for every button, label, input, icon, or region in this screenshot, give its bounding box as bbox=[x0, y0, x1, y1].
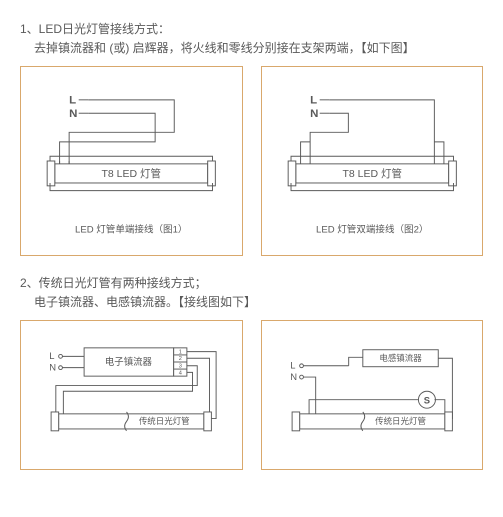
fig4-L: L bbox=[290, 360, 295, 371]
fig3-tube-label: 传统日光灯管 bbox=[139, 416, 190, 426]
fig1-caption: LED 灯管单端接线（图1） bbox=[75, 224, 187, 236]
fig3-ballast-label: 电子镇流器 bbox=[105, 356, 153, 367]
fig1-L: L bbox=[69, 95, 76, 107]
fig3-pin2: 2 bbox=[179, 356, 182, 362]
fig4-tube-label: 传统日光灯管 bbox=[375, 416, 426, 426]
row-2: L N 电子镇流器 1 2 3 4 bbox=[20, 320, 483, 470]
section2-sub: 电子镇流器、电感镇流器。【接线图如下】 bbox=[34, 293, 483, 310]
fig4-starter-label: S bbox=[423, 394, 429, 405]
fig1-tube-label: T8 LED 灯管 bbox=[101, 167, 161, 180]
fig3-L: L bbox=[49, 350, 54, 361]
panel-fig2: L N T8 LED 灯管 LED 灯管双端接线（图2） bbox=[261, 66, 484, 256]
section2-title: 2、传统日光灯管有两种接线方式； bbox=[20, 274, 483, 291]
section1-title: 1、LED日光灯管接线方式： bbox=[20, 20, 483, 37]
fig3-N: N bbox=[49, 361, 56, 372]
fig2-svg: L N T8 LED 灯管 LED 灯管双端接线（图2） bbox=[270, 75, 475, 247]
panel-fig4: L N 电感镇流器 S 传统日光灯管 bbox=[261, 320, 484, 470]
fig4-svg: L N 电感镇流器 S 传统日光灯管 bbox=[270, 329, 475, 461]
fig4-ballast-label: 电感镇流器 bbox=[379, 353, 422, 363]
panel-fig1: L N T8 LED 灯管 LED 灯管单端接线（图1） bbox=[20, 66, 243, 256]
section1-sub: 去掉镇流器和 (或) 启辉器，将火线和零线分别接在支架两端，【如下图】 bbox=[34, 39, 483, 56]
fig3-pin1: 1 bbox=[179, 350, 182, 356]
row-1: L N T8 LED 灯管 LED 灯管单端接线（图1） bbox=[20, 66, 483, 256]
fig3-pin4: 4 bbox=[179, 370, 182, 376]
fig3-svg: L N 电子镇流器 1 2 3 4 bbox=[29, 329, 234, 461]
fig2-tube-label: T8 LED 灯管 bbox=[342, 167, 402, 180]
fig2-N: N bbox=[310, 108, 318, 120]
fig3-pin3: 3 bbox=[179, 364, 182, 370]
fig2-L: L bbox=[310, 95, 317, 107]
fig1-N: N bbox=[69, 108, 77, 120]
fig2-caption: LED 灯管双端接线（图2） bbox=[316, 224, 428, 236]
fig4-N: N bbox=[290, 371, 297, 382]
panel-fig3: L N 电子镇流器 1 2 3 4 bbox=[20, 320, 243, 470]
fig1-svg: L N T8 LED 灯管 LED 灯管单端接线（图1） bbox=[29, 75, 234, 247]
